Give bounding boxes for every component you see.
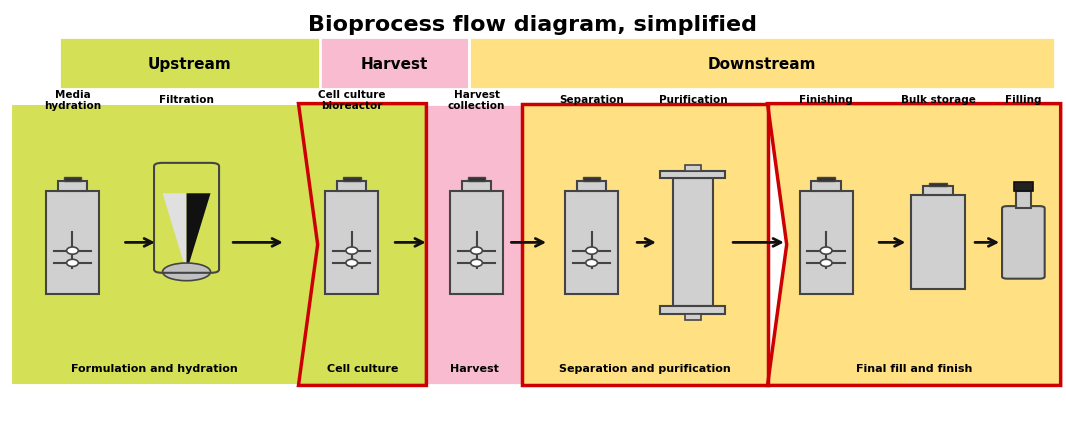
Text: Harvest
collection: Harvest collection: [448, 89, 505, 111]
FancyBboxPatch shape: [450, 192, 503, 294]
Polygon shape: [522, 104, 768, 386]
FancyBboxPatch shape: [325, 192, 378, 294]
FancyBboxPatch shape: [818, 178, 835, 181]
Ellipse shape: [162, 263, 210, 281]
FancyBboxPatch shape: [1014, 182, 1033, 192]
FancyBboxPatch shape: [1002, 207, 1045, 279]
Text: Filling: Filling: [1005, 95, 1041, 105]
Polygon shape: [162, 194, 187, 272]
Ellipse shape: [586, 260, 597, 267]
FancyBboxPatch shape: [46, 192, 99, 294]
Ellipse shape: [345, 260, 358, 267]
FancyBboxPatch shape: [930, 183, 947, 187]
Text: Cell culture: Cell culture: [327, 363, 398, 373]
Ellipse shape: [66, 260, 79, 267]
Ellipse shape: [471, 248, 482, 255]
Polygon shape: [768, 104, 1061, 386]
Text: Purification: Purification: [659, 95, 727, 105]
Ellipse shape: [821, 248, 833, 255]
Ellipse shape: [471, 260, 482, 267]
Ellipse shape: [586, 248, 597, 255]
Ellipse shape: [821, 260, 833, 267]
Text: Media
hydration: Media hydration: [44, 89, 101, 111]
Text: Bioprocess flow diagram, simplified: Bioprocess flow diagram, simplified: [308, 15, 758, 35]
Ellipse shape: [66, 248, 79, 255]
FancyBboxPatch shape: [911, 196, 965, 290]
FancyBboxPatch shape: [800, 192, 853, 294]
FancyBboxPatch shape: [577, 181, 607, 192]
Bar: [59, 38, 320, 89]
Bar: [320, 38, 469, 89]
FancyBboxPatch shape: [462, 181, 491, 192]
Text: Bulk storage: Bulk storage: [901, 95, 975, 105]
FancyBboxPatch shape: [661, 171, 725, 179]
FancyBboxPatch shape: [684, 314, 701, 320]
Text: Upstream: Upstream: [147, 56, 231, 72]
FancyBboxPatch shape: [661, 307, 725, 314]
FancyBboxPatch shape: [583, 178, 600, 181]
Text: Filtration: Filtration: [159, 95, 214, 105]
Text: Separation and purification: Separation and purification: [559, 363, 731, 373]
Text: Harvest: Harvest: [450, 363, 499, 373]
Text: Harvest: Harvest: [360, 56, 429, 72]
FancyBboxPatch shape: [684, 166, 701, 171]
FancyBboxPatch shape: [1016, 192, 1031, 209]
Text: Separation: Separation: [560, 95, 624, 105]
FancyBboxPatch shape: [64, 178, 81, 181]
Text: Finishing: Finishing: [800, 95, 853, 105]
Polygon shape: [187, 194, 210, 272]
FancyBboxPatch shape: [673, 179, 713, 307]
FancyBboxPatch shape: [468, 178, 485, 181]
FancyBboxPatch shape: [565, 192, 618, 294]
Ellipse shape: [345, 248, 358, 255]
FancyBboxPatch shape: [58, 181, 87, 192]
Polygon shape: [298, 104, 426, 386]
FancyBboxPatch shape: [343, 178, 360, 181]
FancyBboxPatch shape: [923, 187, 953, 196]
FancyBboxPatch shape: [337, 181, 367, 192]
Polygon shape: [426, 104, 522, 386]
Text: Final fill and finish: Final fill and finish: [856, 363, 972, 373]
Bar: [469, 38, 1055, 89]
FancyBboxPatch shape: [811, 181, 841, 192]
Text: Formulation and hydration: Formulation and hydration: [71, 363, 238, 373]
Polygon shape: [11, 104, 337, 386]
Text: Cell culture
bioreactor: Cell culture bioreactor: [318, 89, 386, 111]
Text: Downstream: Downstream: [708, 56, 817, 72]
